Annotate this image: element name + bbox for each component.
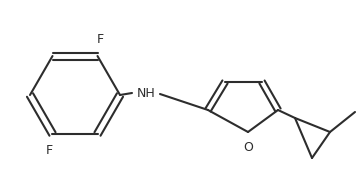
Text: F: F bbox=[46, 144, 53, 157]
Text: NH: NH bbox=[137, 86, 156, 100]
Text: O: O bbox=[243, 141, 253, 154]
Text: F: F bbox=[97, 33, 104, 46]
